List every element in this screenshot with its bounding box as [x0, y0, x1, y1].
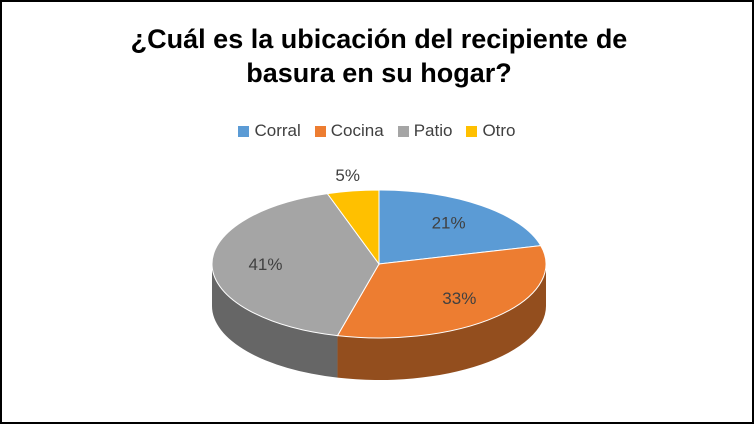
data-label: 21%: [432, 214, 466, 233]
data-label: 5%: [335, 166, 360, 185]
legend-item: Otro: [466, 121, 516, 141]
slice: [336, 245, 547, 339]
legend-item: Cocina: [314, 121, 384, 141]
slice: [326, 189, 380, 266]
legend-item: Corral: [238, 121, 301, 141]
slice: [378, 189, 542, 265]
legend-swatch: [397, 125, 409, 137]
legend-label: Cocina: [330, 121, 384, 140]
legend-label: Corral: [254, 121, 301, 140]
legend-label: Otro: [482, 121, 516, 140]
slice-side: [337, 264, 546, 380]
chart-title: ¿Cuál es la ubicación del recipiente de …: [130, 24, 628, 88]
legend-item: Patio: [397, 121, 453, 141]
legend-label: Patio: [413, 121, 453, 140]
legend: Corral Cocina Patio Otro: [2, 121, 752, 141]
data-label: 41%: [248, 255, 282, 274]
slice: [211, 193, 380, 337]
slice-side: [212, 264, 338, 378]
legend-swatch: [238, 125, 250, 137]
legend-swatch: [314, 125, 326, 137]
legend-swatch: [466, 125, 478, 137]
data-label: 33%: [442, 289, 476, 308]
